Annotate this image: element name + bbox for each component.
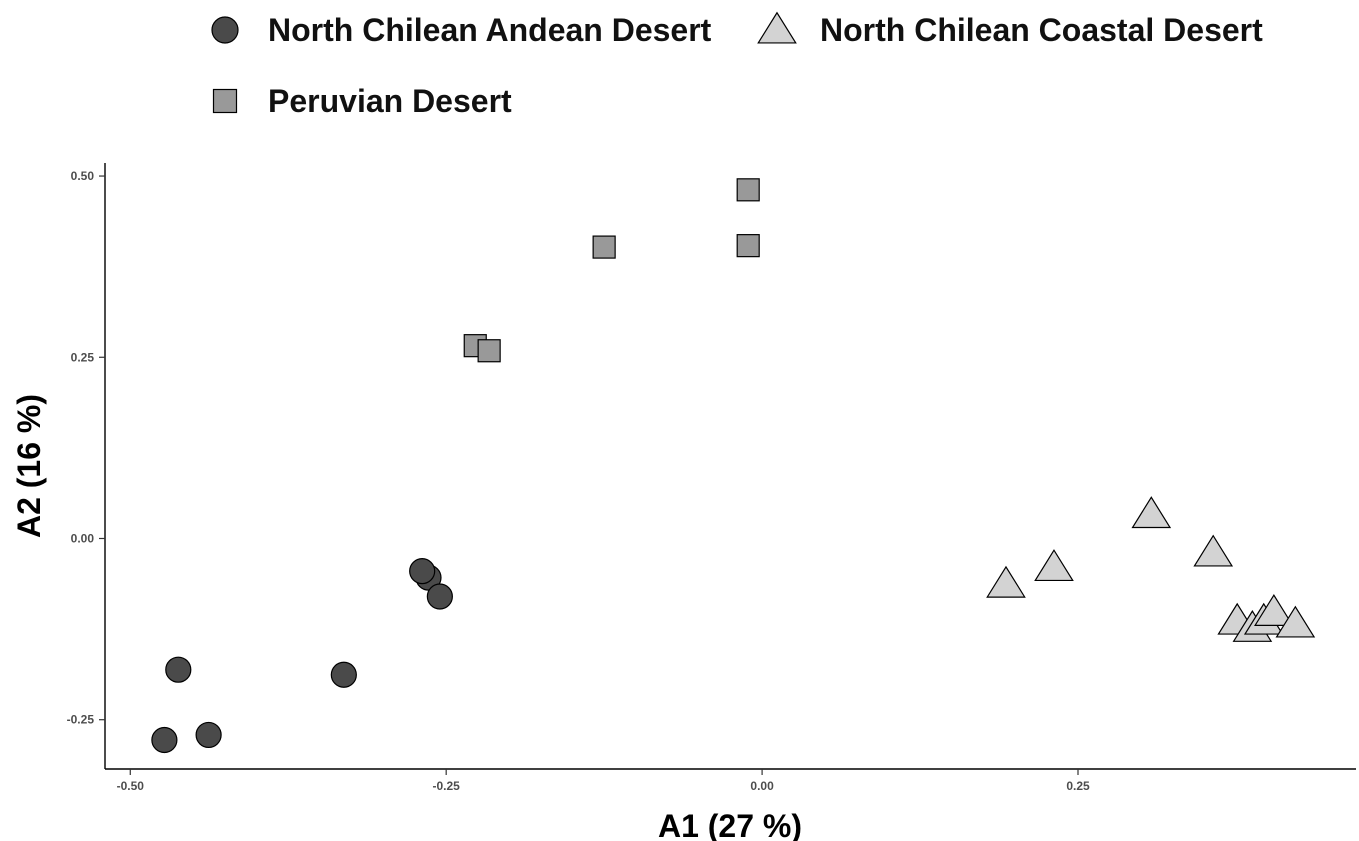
x-tick-label: 0.25 [1066,779,1090,793]
data-point-square [592,235,616,259]
data-point-triangle [1131,496,1172,529]
legend: North Chilean Andean Desert North Chilean… [211,11,1263,119]
legend-label: North Chilean Andean Desert [268,12,712,48]
x-tick-label: -0.25 [433,779,461,793]
data-point-square [477,339,501,363]
data-point-circle [195,721,222,749]
data-point-triangle [1275,605,1316,638]
axes [104,163,1356,770]
legend-key-triangle [757,11,797,44]
data-point-circle [426,583,453,610]
y-axis-title: A2 (16 %) [11,394,47,538]
data-point-square [736,234,760,258]
plot-points [151,178,1316,754]
data-point-circle [330,661,357,688]
legend-key-circle [211,16,239,44]
data-point-circle [151,726,178,754]
data-point-circle [165,656,192,683]
legend-key-square [212,88,238,114]
x-tick-label: 0.00 [750,779,774,793]
data-point-triangle [1034,549,1074,582]
data-point-square [736,178,760,202]
x-axis-title: A1 (27 %) [658,808,802,841]
data-point-triangle [1254,594,1294,626]
y-tick-label: 0.50 [71,169,95,183]
data-point-triangle [986,565,1026,598]
data-point-triangle [1193,534,1234,567]
y-tick-label: 0.00 [71,531,95,545]
y-tick-label: -0.25 [67,713,95,727]
y-tick-label: 0.25 [71,350,95,364]
legend-label: Peruvian Desert [268,83,512,119]
axis-ticks: -0.50 -0.25 0.00 0.25 -0.25 0.00 0.25 0.50 [67,169,1090,793]
data-point-circle [409,558,436,585]
x-tick-label: -0.50 [117,779,145,793]
legend-label: North Chilean Coastal Desert [820,12,1263,48]
